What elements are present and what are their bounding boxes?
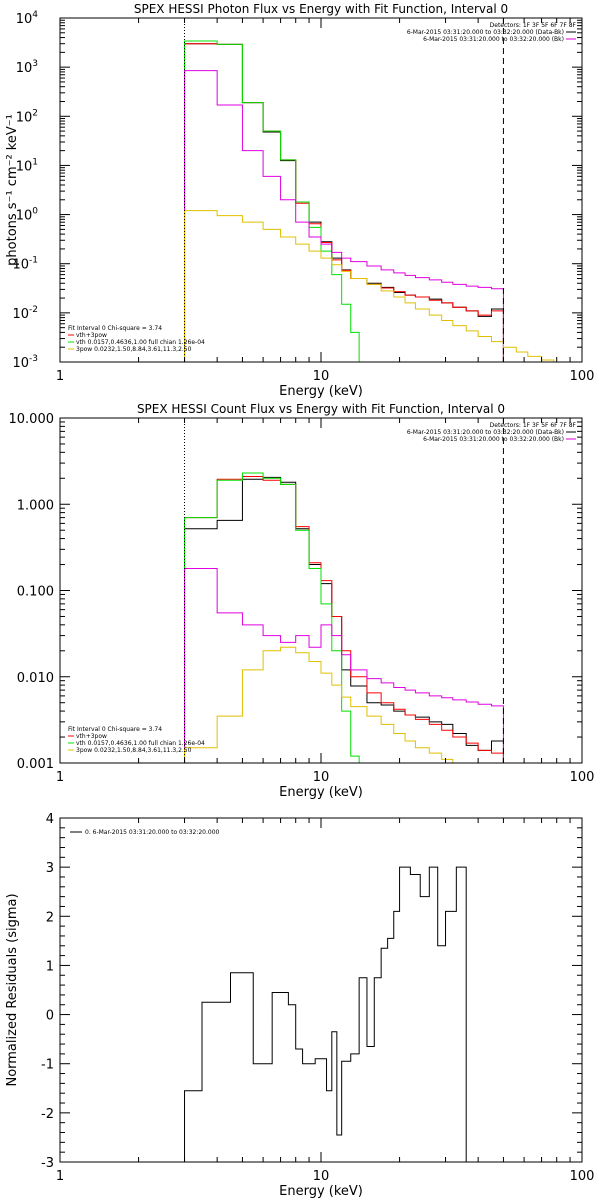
y-tick-label: 10-3 [12, 354, 38, 371]
legend-entry: 0. 6-Mar-2015 03:31:20.000 to 03:32:20.0… [85, 829, 220, 836]
x-axis-label: Energy (keV) [279, 785, 363, 800]
y-tick-label: 10-2 [12, 305, 38, 322]
x-tick-label: 10 [313, 369, 330, 384]
x-tick-label: 10 [313, 770, 330, 785]
y-tick-label: 2 [46, 910, 54, 925]
y-axis-label: Normalized Residuals (sigma) [5, 893, 20, 1086]
series-line-model [184, 475, 504, 763]
plot-frame [59, 817, 583, 1163]
series-line-data [184, 476, 504, 763]
y-tick-label: 101 [16, 157, 38, 174]
series-line-residuals [184, 866, 467, 1162]
series-group [184, 472, 504, 763]
legend-bottom: Fit Interval 0 Chi-square = 3.74vth+3pow… [68, 325, 205, 353]
legend-header: Fit Interval 0 Chi-square = 3.74 [68, 325, 162, 332]
chart-panel-2: SPEX HESSI Count Flux vs Energy with Fit… [9, 402, 595, 800]
series-group [184, 866, 467, 1162]
y-tick-label: 1.000 [17, 498, 54, 513]
chart-title: SPEX HESSI Count Flux vs Energy with Fit… [137, 402, 505, 416]
legend-entry: 6-Mar-2015 03:31:20.000 to 03:32:20.000 … [423, 36, 564, 43]
y-tick-label: 10.000 [9, 412, 55, 427]
y-tick-label: 3 [46, 861, 54, 876]
y-tick-label: 0 [46, 1009, 54, 1024]
chart-panel-1: SPEX HESSI Photon Flux vs Energy with Fi… [5, 2, 594, 399]
y-tick-label: -2 [41, 1107, 54, 1122]
legend-header: Detectors: 1F 3F 5F 6F 7F 8F [490, 22, 577, 29]
legend-entry: 3pow 0.0232,1.50,8.84,3.61,11.3,2.50 [76, 747, 192, 754]
legend-entry: vth+3pow [76, 332, 107, 339]
y-tick-label: 4 [46, 812, 54, 827]
y-tick-label: 103 [16, 59, 38, 76]
series-line-background [184, 567, 504, 763]
series-line-vth [184, 40, 360, 362]
legend-top: 0. 6-Mar-2015 03:31:20.000 to 03:32:20.0… [70, 829, 220, 836]
series-group [184, 40, 555, 362]
y-tick-label: 0.010 [17, 671, 54, 686]
series-line-3pow [184, 646, 504, 763]
y-tick-label: 0.001 [17, 757, 54, 772]
series-line-data [184, 43, 504, 362]
legend-entry: 6-Mar-2015 03:31:20.000 to 03:32:20.000 … [423, 436, 564, 443]
chart-panel-3: 1 10 100 Energy (keV) -3 -2 -1 0 1 2 3 4 Normalized … [5, 812, 594, 1199]
x-tick-label: 100 [570, 1169, 595, 1184]
y-tick-label: 10-1 [12, 256, 38, 273]
series-line-background [184, 70, 504, 362]
x-tick-label: 100 [570, 770, 595, 785]
x-tick-label: 1 [56, 1169, 64, 1184]
legend-top: Detectors: 1F 3F 5F 6F 7F 8F6-Mar-2015 0… [407, 422, 577, 443]
legend-entry: 6-Mar-2015 03:31:20.000 to 03:32:20.000 … [407, 429, 564, 436]
y-tick-label: -3 [41, 1156, 54, 1171]
y-tick-label: 1 [46, 959, 54, 974]
y-tick-label: 100 [16, 207, 39, 224]
legend-entry: vth 0.0157,0.4636,1.00 full chian 1.26e-… [76, 339, 205, 346]
x-tick-label: 10 [313, 1169, 330, 1184]
y-tick-label: -1 [41, 1058, 54, 1073]
legend-top: Detectors: 1F 3F 5F 6F 7F 8F6-Mar-2015 0… [407, 22, 577, 43]
x-axis-label: Energy (keV) [279, 384, 363, 399]
x-axis-label: Energy (keV) [279, 1184, 363, 1199]
y-axis-label: photons s⁻¹ cm⁻² keV⁻¹ [5, 114, 20, 266]
series-line-model [184, 43, 504, 362]
x-tick-label: 1 [56, 770, 64, 785]
chart-title: SPEX HESSI Photon Flux vs Energy with Fi… [134, 2, 508, 16]
legend-entry: 3pow 0.0232,1.50,8.84,3.61,11.3,2.50 [76, 346, 192, 353]
x-tick-label: 100 [570, 369, 595, 384]
x-tick-label: 1 [56, 369, 64, 384]
legend-entry: 6-Mar-2015 03:31:20.000 to 03:32:20.000 … [407, 29, 564, 36]
y-tick-label: 104 [16, 10, 39, 27]
legend-header: Fit Interval 0 Chi-square = 3.74 [68, 726, 162, 733]
legend-bottom: Fit Interval 0 Chi-square = 3.74vth+3pow… [68, 726, 205, 754]
series-line-3pow [184, 210, 555, 362]
y-tick-label: 0.100 [17, 585, 54, 600]
legend-entry: vth+3pow [76, 733, 107, 740]
legend-header: Detectors: 1F 3F 5F 6F 7F 8F [490, 422, 577, 429]
series-line-vth [184, 472, 360, 763]
legend-entry: vth 0.0157,0.4636,1.00 full chian 1.26e-… [76, 740, 205, 747]
y-tick-label: 102 [16, 108, 38, 125]
